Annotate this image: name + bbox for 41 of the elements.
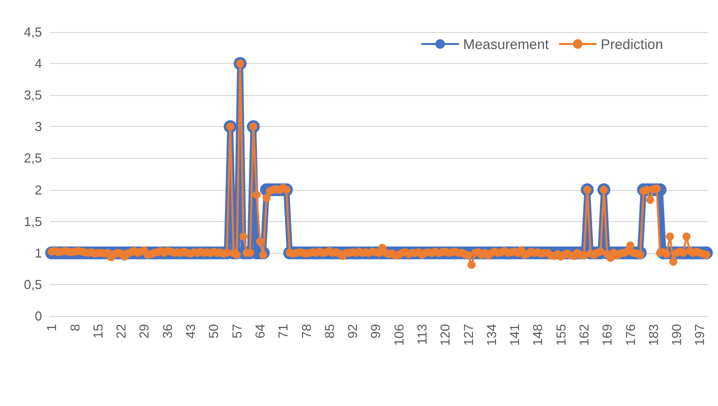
x-tick-label: 15	[90, 324, 106, 338]
y-tick-label: 2,5	[24, 150, 42, 166]
legend-label: Prediction	[600, 36, 664, 52]
x-tick-label: 113	[414, 324, 430, 345]
x-tick-label: 106	[391, 324, 406, 346]
x-tick-label: 141	[507, 324, 522, 346]
x-tick-label: 99	[368, 324, 384, 338]
x-tick-label: 197	[692, 324, 708, 346]
y-tick-label: 4,5	[24, 24, 42, 40]
x-tick-label: 64	[252, 324, 268, 338]
x-tick-label: 78	[298, 324, 314, 338]
x-tick-label: 1	[44, 324, 60, 332]
x-tick-label: 183	[646, 324, 661, 346]
x-tick-label: 148	[530, 324, 546, 346]
y-tick-label: 1,5	[24, 214, 42, 229]
x-tick-label: 71	[276, 324, 291, 338]
x-tick-label: 162	[576, 324, 592, 346]
x-tick-label: 85	[322, 324, 337, 338]
x-tick-label: 43	[183, 324, 198, 338]
legend-label: Measurement	[463, 36, 549, 52]
x-tick-label: 92	[345, 324, 360, 338]
x-tick-label: 120	[438, 324, 453, 346]
x-tick-label: 169	[600, 324, 615, 346]
x-tick-label: 22	[114, 324, 129, 338]
x-tick-label: 57	[229, 324, 244, 338]
x-tick-label: 29	[136, 324, 152, 338]
y-tick-label: 0,5	[24, 276, 42, 292]
y-tick-label: 4	[34, 56, 42, 72]
y-tick-label: 3,5	[24, 88, 42, 103]
y-tick-label: 0	[34, 308, 42, 324]
x-tick-label: 176	[622, 324, 638, 346]
x-tick-label: 134	[484, 324, 499, 346]
x-tick-label: 50	[206, 324, 222, 338]
x-tick-label: 8	[67, 324, 82, 332]
x-tick-label: 155	[553, 324, 568, 346]
x-tick-label: 36	[160, 324, 175, 338]
y-tick-label: 2	[34, 182, 42, 198]
x-tick-label: 190	[669, 324, 684, 346]
y-tick-label: 1	[34, 245, 42, 260]
y-tick-label: 3	[34, 119, 42, 134]
x-tick-label: 127	[460, 324, 476, 346]
